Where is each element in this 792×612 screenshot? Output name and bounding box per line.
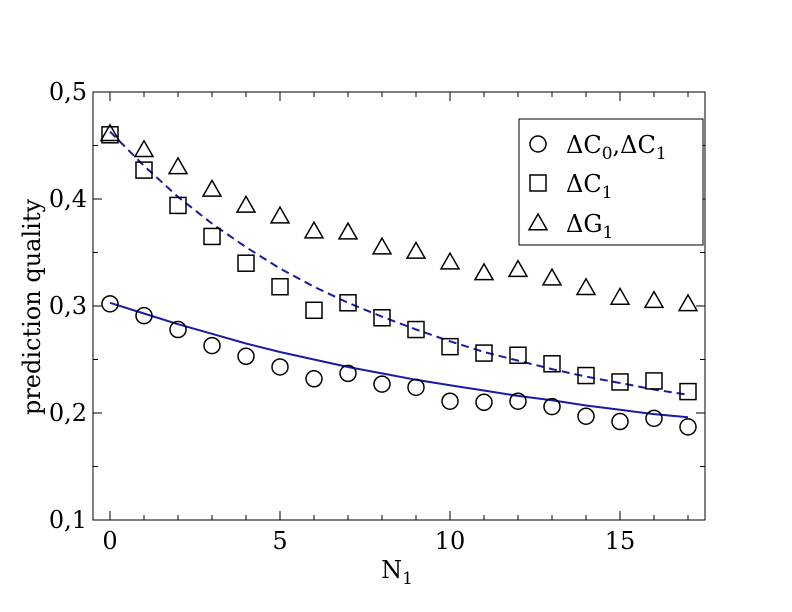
- data-point-square: [271, 277, 289, 296]
- data-point-triangle: [439, 251, 461, 270]
- legend-marker-circle: [529, 135, 547, 153]
- x-tick-label: 0: [102, 527, 117, 555]
- legend-box: [518, 118, 704, 246]
- data-point-circle: [475, 393, 493, 412]
- data-point-circle: [441, 392, 459, 410]
- x-axis-label: N1: [381, 556, 413, 589]
- data-point-square: [305, 301, 323, 320]
- data-point-triangle: [269, 205, 291, 224]
- data-point-circle: [407, 378, 425, 397]
- data-point-circle: [271, 358, 289, 376]
- data-point-triangle: [507, 259, 529, 278]
- data-point-square: [475, 344, 493, 362]
- x-tick-label: 10: [435, 527, 466, 555]
- data-point-circle: [373, 375, 391, 393]
- y-axis: 0,1 0,2 0,3 0,4 0,5: [49, 78, 705, 534]
- data-point-circle: [339, 364, 357, 383]
- legend-label: ΔC0,ΔC1: [566, 131, 667, 164]
- data-point-triangle: [643, 290, 665, 309]
- fit-line-solid: [109, 301, 689, 419]
- data-point-triangle: [303, 220, 325, 239]
- data-point-triangle: [99, 123, 121, 142]
- data-point-triangle: [337, 221, 359, 240]
- data-point-square: [679, 382, 697, 401]
- legend-label: ΔG1: [566, 210, 613, 243]
- data-point-triangle: [235, 194, 257, 213]
- data-point-triangle: [541, 267, 563, 286]
- data-point-square: [135, 161, 153, 179]
- data-point-triangle: [371, 236, 393, 255]
- data-point-square: [577, 366, 595, 385]
- legend-marker-square: [529, 174, 547, 192]
- y-tick-label: 0,5: [49, 78, 87, 106]
- data-point-circle: [101, 295, 119, 313]
- data-markers: [99, 123, 699, 436]
- data-point-square: [509, 346, 527, 364]
- data-point-triangle: [473, 262, 495, 281]
- data-point-triangle: [575, 277, 597, 296]
- y-tick-label: 0,1: [49, 506, 87, 534]
- legend-entry: ΔC0,ΔC1: [529, 131, 667, 164]
- fit-line-dashed: [109, 130, 689, 396]
- data-point-circle: [305, 370, 323, 388]
- data-point-circle: [645, 409, 663, 428]
- data-point-triangle: [405, 240, 427, 259]
- data-point-circle: [237, 347, 255, 366]
- data-point-square: [237, 254, 255, 272]
- y-tick-label: 0,4: [49, 185, 87, 213]
- data-point-square: [441, 337, 459, 356]
- y-axis-label: prediction quality: [18, 199, 46, 416]
- data-point-triangle: [167, 156, 189, 175]
- y-tick-label: 0,2: [49, 399, 87, 427]
- data-point-square: [101, 126, 119, 144]
- data-point-circle: [543, 397, 561, 416]
- data-point-square: [169, 196, 187, 215]
- y-tick-label: 0,3: [49, 292, 87, 320]
- data-point-circle: [169, 320, 187, 339]
- data-point-square: [407, 320, 425, 339]
- legend-label: ΔC1: [566, 170, 613, 203]
- data-point-circle: [509, 392, 527, 410]
- data-point-square: [645, 372, 663, 390]
- data-point-square: [611, 373, 629, 391]
- data-point-square: [543, 355, 561, 373]
- data-point-square: [339, 294, 357, 312]
- legend-entry: ΔG1: [527, 210, 613, 243]
- series-triangle: [99, 123, 699, 312]
- x-tick-label: 15: [605, 527, 636, 555]
- data-point-circle: [135, 306, 153, 325]
- legend-marker-triangle: [527, 212, 549, 231]
- data-point-square: [203, 227, 221, 246]
- legend-entry: ΔC1: [529, 170, 613, 203]
- data-point-triangle: [201, 178, 223, 197]
- data-point-circle: [577, 407, 595, 425]
- data-point-triangle: [609, 286, 631, 305]
- data-point-circle: [611, 412, 629, 431]
- series-square: [101, 126, 697, 401]
- data-point-triangle: [133, 139, 155, 158]
- data-point-triangle: [677, 293, 699, 312]
- x-axis: 0 5 10 15: [102, 92, 689, 555]
- series-circle: [101, 295, 697, 436]
- data-point-square: [373, 309, 391, 327]
- fit-lines: [109, 130, 689, 419]
- data-point-circle: [203, 336, 221, 355]
- legend: ΔC0,ΔC1 ΔC1 ΔG1: [518, 118, 704, 246]
- x-tick-label: 5: [272, 527, 287, 555]
- data-point-circle: [679, 418, 697, 436]
